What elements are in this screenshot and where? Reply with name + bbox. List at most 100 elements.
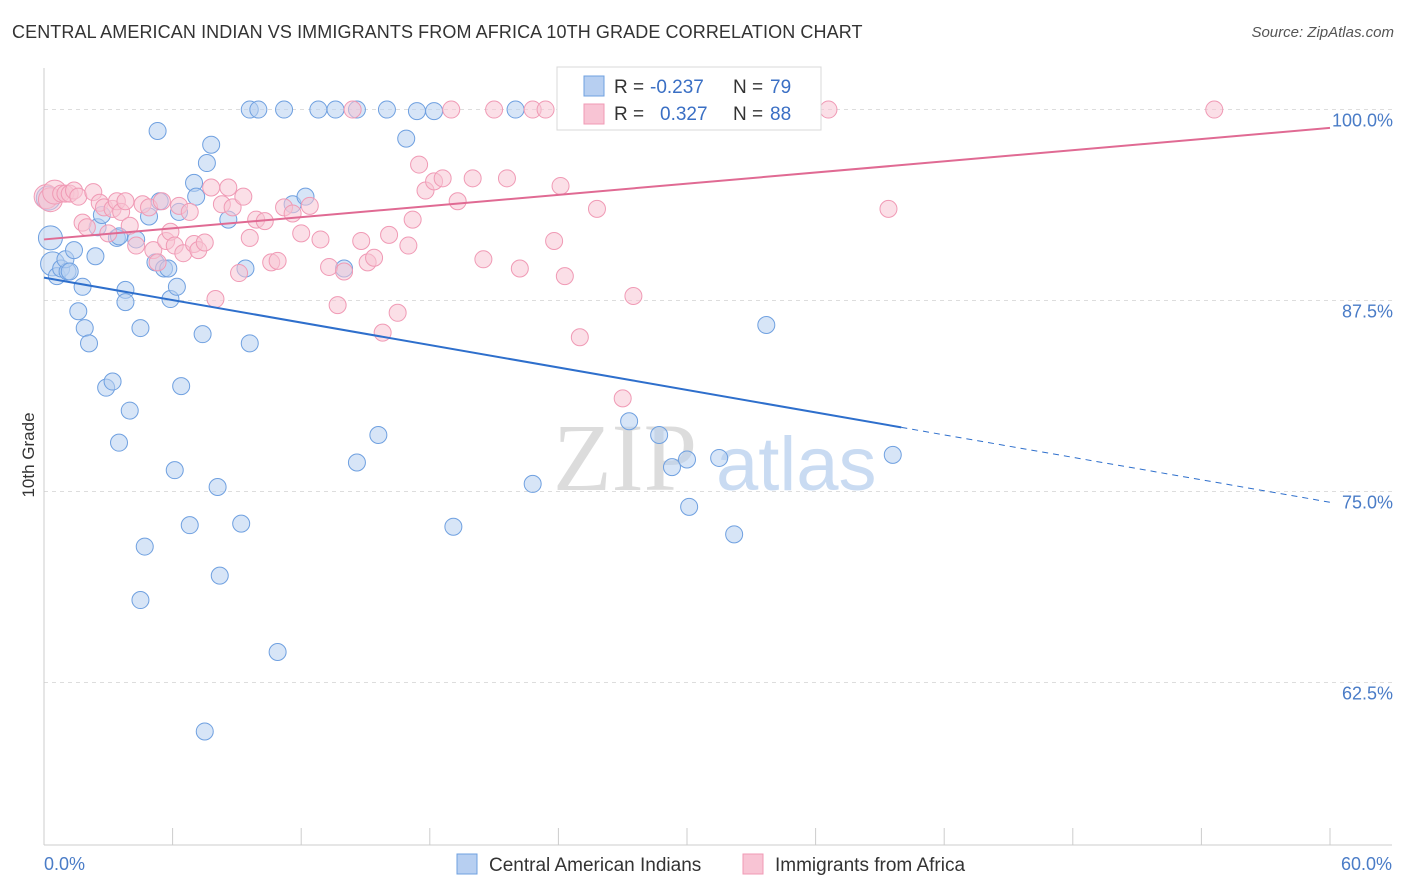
pink-point-82 <box>624 286 643 305</box>
pink-point-55 <box>352 231 371 250</box>
bottom-legend: Central American Indians Immigrants from… <box>456 853 965 876</box>
pink-point-63 <box>410 155 429 174</box>
y-axis-label: 10th Grade <box>19 412 38 497</box>
y-tick-label-0: 62.5% <box>1342 684 1393 704</box>
pink-point-45 <box>268 251 287 270</box>
blue-point-72 <box>650 426 669 445</box>
blue-point-53 <box>249 100 268 119</box>
legend-n-label-pink: N = <box>733 104 763 125</box>
blue-point-31 <box>148 121 167 140</box>
blue-point-64 <box>377 100 396 119</box>
blue-point-63 <box>369 426 388 445</box>
blue-point-74 <box>678 450 696 469</box>
pink-point-81 <box>613 389 632 408</box>
pink-point-18 <box>120 216 139 235</box>
pink-point-34 <box>202 178 221 197</box>
blue-point-39 <box>180 516 199 535</box>
pink-point-7 <box>69 187 88 206</box>
pink-point-23 <box>148 253 167 272</box>
pink-point-62 <box>403 210 422 229</box>
bottom-legend-label-blue: Central American Indians <box>489 855 701 876</box>
pink-point-17 <box>116 192 135 211</box>
pink-point-72 <box>497 169 516 188</box>
legend-n-value-blue: 79 <box>770 77 791 98</box>
x-tick-label-max: 60.0% <box>1341 854 1392 874</box>
blue-point-35 <box>165 461 184 480</box>
blue-point-7 <box>60 262 79 281</box>
pink-point-61 <box>399 236 418 255</box>
pink-point-37 <box>219 178 238 197</box>
pink-point-30 <box>180 202 199 221</box>
pink-point-47 <box>283 204 302 223</box>
trend-line-blue-extension <box>901 426 1331 503</box>
pink-point-9 <box>77 218 96 237</box>
blue-point-22 <box>116 293 135 312</box>
blue-point-73 <box>662 458 681 477</box>
pink-point-77 <box>551 176 570 195</box>
blue-point-45 <box>195 722 214 741</box>
pink-point-87 <box>1205 100 1224 119</box>
trend-line-blue <box>43 276 902 429</box>
blue-point-13 <box>86 247 105 266</box>
blue-point-36 <box>167 277 186 296</box>
y-tick-label-3: 100.0% <box>1332 111 1393 131</box>
bottom-legend-label-pink: Immigrants from Africa <box>775 855 965 876</box>
pink-point-70 <box>474 250 493 269</box>
y-tick-label-2: 87.5% <box>1342 302 1393 322</box>
legend-r-label-blue: R = <box>614 77 644 98</box>
series-immigrants-from-africa <box>33 100 1224 408</box>
blue-point-43 <box>197 154 216 173</box>
pink-point-57 <box>365 248 384 267</box>
blue-point-79 <box>883 445 902 464</box>
pink-point-80 <box>587 199 606 218</box>
source-credit: Source: ZipAtlas.com <box>1251 24 1394 41</box>
y-tick-label-1: 75.0% <box>1342 493 1393 513</box>
legend-r-value-blue: -0.237 <box>650 77 704 98</box>
legend-r-value-pink: 0.327 <box>660 104 708 125</box>
pink-point-59 <box>380 225 399 244</box>
watermark-atlas: atlas <box>716 422 877 507</box>
pink-point-52 <box>328 296 347 315</box>
blue-point-70 <box>523 474 542 493</box>
blue-point-58 <box>309 100 328 119</box>
blue-point-54 <box>268 643 287 661</box>
pink-point-78 <box>555 267 574 286</box>
pink-point-71 <box>485 100 504 119</box>
pink-point-41 <box>240 228 259 247</box>
blue-point-68 <box>444 517 463 536</box>
pink-point-33 <box>195 233 214 252</box>
pink-point-85 <box>819 100 838 119</box>
pink-point-68 <box>448 192 467 211</box>
trend-lines <box>43 126 1331 503</box>
pink-point-53 <box>335 262 354 281</box>
blue-point-69 <box>506 100 525 119</box>
legend-swatch-pink <box>583 103 605 125</box>
pink-point-24 <box>152 192 171 211</box>
blue-point-46 <box>208 477 227 496</box>
pink-point-51 <box>320 257 339 276</box>
pink-point-66 <box>433 169 452 188</box>
blue-point-71 <box>620 412 639 431</box>
trend-line-pink <box>43 126 1331 241</box>
pink-point-39 <box>230 264 249 283</box>
bottom-legend-swatch-pink <box>742 853 764 875</box>
blue-point-49 <box>232 514 251 533</box>
blue-point-44 <box>202 135 221 154</box>
blue-point-47 <box>210 566 229 585</box>
pink-point-49 <box>300 196 319 215</box>
pink-point-54 <box>343 100 362 119</box>
blue-point-55 <box>275 100 294 119</box>
blue-point-66 <box>407 102 426 121</box>
x-tick-label-min: 0.0% <box>44 854 85 874</box>
blue-point-20 <box>110 433 129 452</box>
pink-point-69 <box>463 169 482 188</box>
pink-point-76 <box>545 231 564 250</box>
pink-point-67 <box>442 100 461 119</box>
blue-point-27 <box>131 591 150 610</box>
blue-point-41 <box>187 187 206 206</box>
blue-point-65 <box>397 129 416 148</box>
blue-point-9 <box>69 302 88 321</box>
legend-r-label-pink: R = <box>614 104 644 125</box>
blue-point-8 <box>65 241 84 260</box>
blue-point-10 <box>73 277 92 296</box>
